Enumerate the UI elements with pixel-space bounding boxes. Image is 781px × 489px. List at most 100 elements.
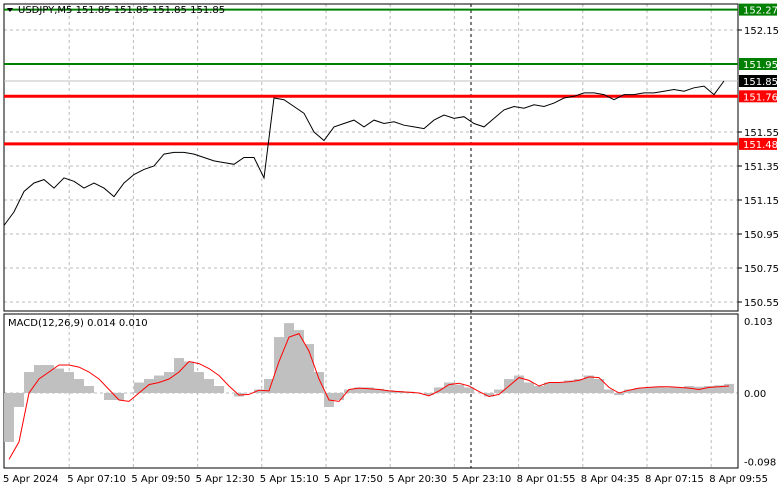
macd-bar <box>354 387 364 393</box>
macd-bar <box>594 379 604 393</box>
y-tick-label: 151.55 <box>744 128 779 139</box>
macd-bar <box>24 372 34 393</box>
x-tick-label: 5 Apr 17:50 <box>324 474 383 485</box>
macd-bar <box>574 379 584 393</box>
level-badge <box>739 137 777 150</box>
macd-bar <box>54 368 64 393</box>
macd-bar <box>644 387 654 393</box>
macd-bar <box>164 372 174 393</box>
macd-bar <box>684 386 694 393</box>
macd-bar <box>214 386 224 393</box>
y-tick-label: 151.15 <box>744 196 779 207</box>
level-label: 151.95 <box>743 60 778 71</box>
y-tick-label: 152.15 <box>744 26 779 37</box>
price-line <box>3 80 725 226</box>
macd-title: MACD(12,26,9) 0.014 0.010 <box>8 318 148 329</box>
macd-bar <box>374 388 384 393</box>
macd-y-tick-label: 0.00 <box>744 389 766 400</box>
macd-bar <box>524 382 534 393</box>
macd-bar <box>714 385 724 393</box>
chart-title: USDJPY,M5 151.85 151.85 151.85 151.85 <box>18 5 225 16</box>
level-label: 151.76 <box>743 92 778 103</box>
macd-bar <box>44 365 54 393</box>
macd-bar <box>104 393 114 400</box>
macd-bar <box>624 389 634 393</box>
macd-bar <box>114 393 124 400</box>
macd-bar <box>284 323 294 393</box>
macd-y-tick-label: -0.098 <box>744 458 776 469</box>
axes: 5 Apr 2024 5 Apr 07:10 5 Apr 09:50 5 Apr 12… <box>3 26 779 485</box>
macd-bar <box>264 379 274 393</box>
macd-bar <box>84 386 94 393</box>
x-tick-label: 5 Apr 23:10 <box>452 474 511 485</box>
macd-bar <box>514 375 524 393</box>
current-price-badge <box>739 75 777 87</box>
macd-bar <box>294 330 304 393</box>
macd-bar <box>314 372 324 393</box>
collapse-triangle-icon[interactable] <box>7 8 13 12</box>
macd-signal-line <box>8 332 730 460</box>
y-tick-label: 150.55 <box>744 298 779 309</box>
macd-bar <box>304 344 314 393</box>
macd-bar <box>174 358 184 393</box>
x-tick-label: 5 Apr 2024 <box>3 474 58 485</box>
level-label: 152.27 <box>743 6 778 17</box>
level-badge <box>739 3 777 16</box>
macd-bar <box>464 387 474 393</box>
macd-bar <box>154 375 164 393</box>
macd-histogram <box>4 323 734 442</box>
macd-bar <box>134 382 144 393</box>
y-tick-label: 151.35 <box>744 162 779 173</box>
y-tick-label: 150.75 <box>744 264 779 275</box>
macd-bar <box>604 389 614 393</box>
macd-bar <box>544 382 554 393</box>
macd-bar <box>424 393 434 396</box>
macd-bar <box>254 389 264 393</box>
macd-bar <box>364 387 374 393</box>
macd-panel-frame <box>3 313 739 469</box>
macd-bar <box>484 393 494 397</box>
macd-bar <box>384 390 394 393</box>
x-tick-label: 5 Apr 07:10 <box>67 474 126 485</box>
macd-bar <box>724 383 734 393</box>
macd-bar <box>584 375 594 393</box>
x-tick-label: 8 Apr 09:55 <box>709 474 768 485</box>
x-tick-label: 5 Apr 20:30 <box>388 474 447 485</box>
macd-bar <box>334 393 344 400</box>
x-tick-label: 5 Apr 09:50 <box>131 474 190 485</box>
macd-bar <box>494 389 504 393</box>
level-label: 151.48 <box>743 140 778 151</box>
level-badge <box>739 90 777 103</box>
macd-bar <box>674 387 684 393</box>
current-price-label: 151.85 <box>743 77 778 88</box>
macd-bar <box>344 389 354 393</box>
macd-bar <box>454 384 464 393</box>
macd-bar <box>634 388 644 393</box>
macd-bar <box>4 393 14 442</box>
macd-bar <box>74 379 84 393</box>
x-tick-label: 8 Apr 04:35 <box>581 474 640 485</box>
macd-bar <box>704 386 714 393</box>
x-tick-label: 5 Apr 15:10 <box>260 474 319 485</box>
macd-bar <box>564 380 574 393</box>
macd-bar <box>14 393 24 407</box>
x-tick-label: 8 Apr 01:55 <box>517 474 576 485</box>
macd-bar <box>664 387 674 393</box>
macd-bar <box>554 382 564 393</box>
macd-bar <box>654 386 664 393</box>
level-badge <box>739 58 777 70</box>
macd-bar <box>274 337 284 393</box>
macd-bar <box>444 382 454 393</box>
macd-y-tick-label: 0.103 <box>744 317 773 328</box>
levels: 151.85 152.27 151.95 151.76 151.48 <box>4 3 778 151</box>
macd-bar <box>194 372 204 393</box>
macd-bar <box>434 387 444 393</box>
macd-bar <box>534 386 544 393</box>
y-tick-label: 150.95 <box>744 230 779 241</box>
macd-bar <box>64 372 74 393</box>
x-tick-label: 5 Apr 12:30 <box>196 474 255 485</box>
macd-bar <box>614 393 624 396</box>
price-panel-frame <box>3 3 739 312</box>
macd-bar <box>204 379 214 393</box>
